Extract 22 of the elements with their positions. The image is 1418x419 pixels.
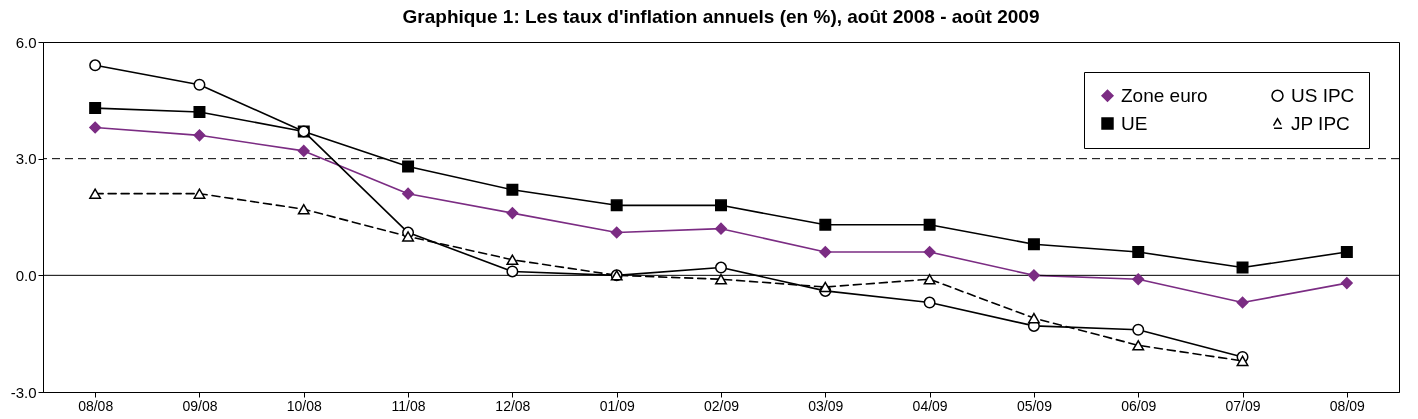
y-tick-label: 6.0 <box>15 33 37 51</box>
x-tick-label: 11/08 <box>391 397 426 414</box>
x-tick-label: 12/08 <box>495 397 531 414</box>
x-tick-label: 06/09 <box>1121 397 1157 414</box>
x-tick-label: 03/09 <box>808 397 844 414</box>
y-tick-label: 3.0 <box>15 150 37 168</box>
y-tick-label: 0.0 <box>15 266 37 284</box>
legend-label: Zone euro <box>1121 84 1208 106</box>
x-tick-label: 02/09 <box>703 397 740 414</box>
chart-title: Graphique 1: Les taux d'inflation annuels (en %), août 2008 - août 2009 <box>402 6 1040 27</box>
x-tick-label: 08/09 <box>1329 397 1366 414</box>
legend-label: US IPC <box>1291 84 1355 106</box>
y-tick-label: -3.0 <box>10 383 37 401</box>
x-tick-label: 10/08 <box>286 397 322 414</box>
x-tick-label: 04/09 <box>912 397 948 414</box>
x-tick-label: 08/08 <box>78 397 114 414</box>
x-tick-label: 05/09 <box>1016 397 1053 414</box>
x-tick-label: 09/08 <box>182 397 218 414</box>
legend-label: JP IPC <box>1291 112 1350 134</box>
x-tick-label: 01/09 <box>599 397 635 414</box>
x-tick-label: 07/09 <box>1225 397 1261 414</box>
legend-label: UE <box>1121 112 1148 134</box>
